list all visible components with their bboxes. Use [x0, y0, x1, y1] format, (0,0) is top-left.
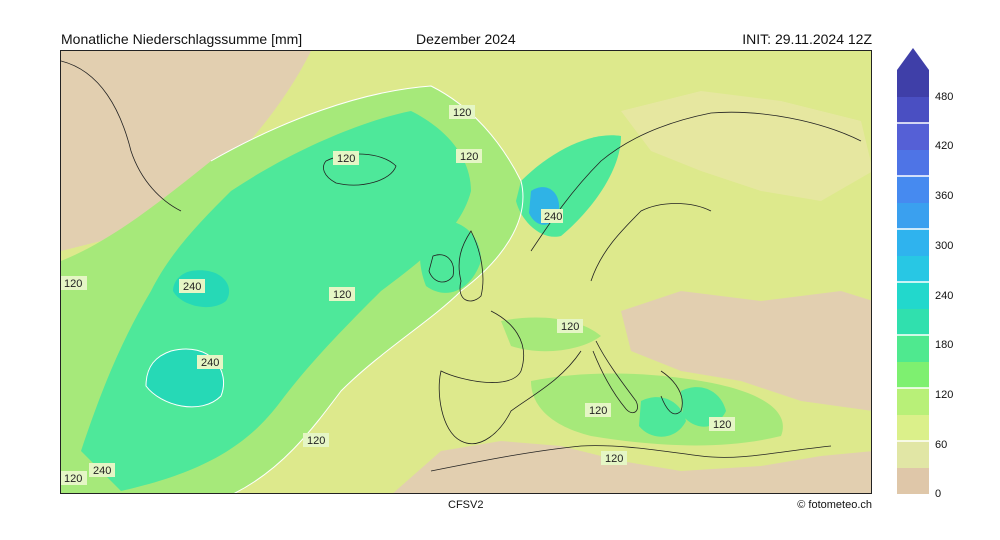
colorbar-step: [897, 149, 929, 177]
coastline-greece: [660, 370, 683, 415]
contour-label: 120: [460, 151, 478, 163]
contour-label: 120: [589, 405, 607, 417]
dry-area-scandinavia-north: [621, 91, 871, 201]
coastline-italy: [592, 340, 638, 414]
colorbar-step: [897, 414, 929, 442]
colorbar-step: [897, 441, 929, 468]
colorbar-tick: 420: [935, 140, 954, 152]
contour-label: 240: [183, 281, 201, 293]
model-init-time: INIT: 29.11.2024 12Z: [742, 31, 872, 47]
colorbar-step: [897, 96, 929, 124]
contour-label: 240: [93, 465, 111, 477]
coastline-great-britain: [458, 230, 484, 302]
contour-label: 120: [337, 153, 355, 165]
colorbar-tick: 300: [935, 240, 954, 252]
map-period: Dezember 2024: [416, 31, 516, 47]
map-canvas: 120 120 120 240 120 120 240 120 240 120 …: [61, 51, 871, 493]
colorbar-step: [897, 123, 929, 150]
colorbar-tick: 360: [935, 190, 954, 202]
colorbar-steps: [897, 70, 929, 495]
colorbar-tick: 240: [935, 290, 954, 302]
colorbar-tick: 180: [935, 339, 954, 351]
contour-label: 240: [201, 357, 219, 369]
map-title: Monatliche Niederschlagssumme [mm]: [61, 31, 303, 47]
colorbar-canvas: [897, 48, 929, 495]
coastline-scandinavia: [530, 111, 862, 282]
coastline-europe-west: [438, 310, 582, 444]
contour-label: 120: [307, 435, 325, 447]
precipitation-map: 120 120 120 240 120 120 240 120 240 120 …: [60, 50, 872, 494]
colorbar-step: [897, 202, 929, 230]
colorbar-step: [897, 335, 929, 362]
colorbar-step: [897, 229, 929, 256]
coastlines: [61, 60, 862, 472]
contour-label: 120: [713, 419, 731, 431]
contour-label: 120: [453, 107, 471, 119]
colorbar-tick: 60: [935, 439, 948, 451]
coastline-greenland: [61, 60, 182, 212]
dry-area-africa: [393, 441, 871, 493]
colorbar-step: [897, 308, 929, 336]
coastline-north-africa: [430, 445, 832, 472]
credit-text: © fotometeo.ch: [797, 499, 872, 511]
contour-label: 120: [561, 321, 579, 333]
contour-labels: 120 120 120 240 120 120 240 120 240 120 …: [61, 105, 735, 485]
colorbar-step: [897, 361, 929, 389]
contour-label: 120: [333, 289, 351, 301]
colorbar-step: [897, 282, 929, 309]
contour-label: 240: [544, 211, 562, 223]
colorbar: [897, 48, 929, 495]
wet-core-aegean: [681, 387, 726, 427]
colorbar-arrow: [897, 48, 929, 70]
colorbar-step: [897, 70, 929, 97]
contour-line-120: [210, 85, 524, 493]
dry-area-greenland: [61, 51, 311, 251]
coastline-iceland: [323, 153, 397, 186]
contour-label: 120: [64, 473, 82, 485]
colorbar-step: [897, 176, 929, 203]
wet-core-ionian: [639, 397, 686, 437]
colorbar-tick: 480: [935, 91, 954, 103]
dry-area-eastern-europe: [621, 291, 871, 411]
colorbar-step: [897, 388, 929, 415]
coastline-ireland: [428, 254, 454, 283]
colorbar-step: [897, 255, 929, 283]
model-name: CFSV2: [448, 499, 484, 511]
colorbar-tick: 0: [935, 488, 942, 500]
contour-label: 120: [64, 278, 82, 290]
colorbar-tick: 120: [935, 389, 954, 401]
colorbar-step: [897, 467, 929, 495]
contour-label: 120: [605, 453, 623, 465]
wet-area-british-isles: [419, 220, 481, 293]
